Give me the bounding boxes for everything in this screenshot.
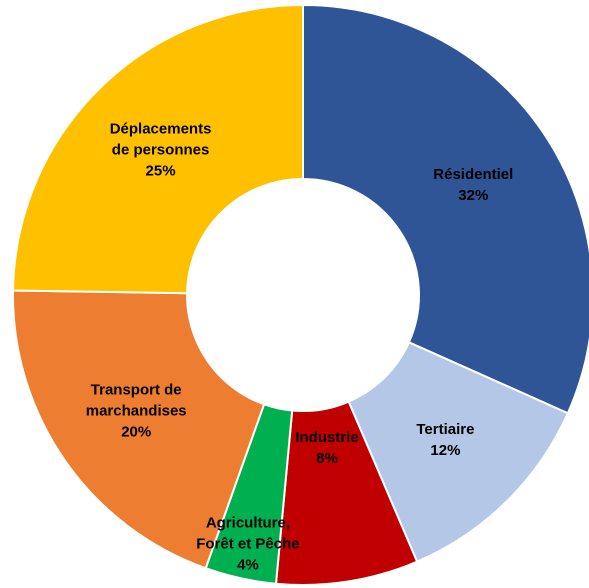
value-label: 25%	[145, 162, 176, 180]
slice	[12, 3, 304, 295]
category-label: Tertiaire	[416, 420, 475, 438]
value-label: 12%	[430, 441, 461, 459]
value-label: 4%	[237, 556, 259, 574]
category-label: Agriculture, Forêt et Pêche	[196, 514, 300, 553]
slice-label: Tertiaire 12%	[384, 419, 506, 461]
category-label: Transport de marchandises	[85, 381, 187, 420]
slice-label: Transport de marchandises 20%	[75, 379, 197, 442]
category-label: Déplacements de personnes	[109, 120, 212, 159]
slice-label: Industrie 8%	[266, 427, 388, 469]
slice	[347, 340, 570, 563]
value-label: 8%	[316, 450, 338, 468]
slice	[12, 289, 266, 570]
category-label: Résidentiel	[433, 165, 514, 183]
category-label: Industrie	[295, 429, 359, 447]
slice-label: Déplacements de personnes 25%	[100, 119, 222, 182]
value-label: 20%	[121, 423, 152, 441]
slice	[302, 3, 589, 415]
slice-label: Agriculture, Forêt et Pêche 4%	[187, 512, 309, 575]
value-label: 32%	[458, 186, 489, 204]
slice-label: Résidentiel 32%	[412, 164, 534, 206]
